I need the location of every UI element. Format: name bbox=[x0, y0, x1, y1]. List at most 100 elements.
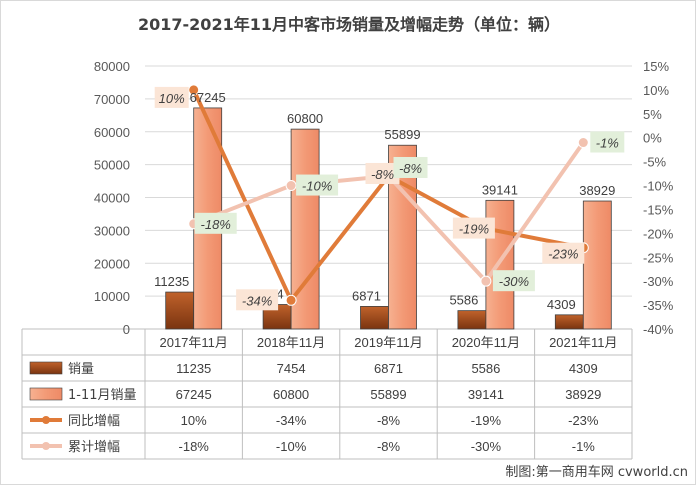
credit-text: 制图:第一商用车网 cvworld.cn bbox=[505, 464, 688, 480]
legend-label: 同比增幅 bbox=[68, 414, 120, 429]
pct-value-label: -8% bbox=[399, 161, 422, 176]
category-label: 2019年11月 bbox=[354, 335, 422, 350]
pct-value-label: 10% bbox=[159, 91, 185, 106]
bar-monthly bbox=[360, 306, 389, 330]
table-cell: -10% bbox=[276, 439, 307, 454]
bar-value-label: 11235 bbox=[154, 274, 189, 289]
legend-label: 累计增幅 bbox=[68, 440, 120, 455]
pct-label-bg bbox=[194, 212, 237, 234]
table-cell: -18% bbox=[179, 439, 210, 454]
bar-value-label: 55899 bbox=[384, 127, 420, 142]
table-cell: -8% bbox=[377, 413, 401, 428]
pct-value-label: -1% bbox=[596, 136, 619, 151]
category-label: 2020年11月 bbox=[452, 335, 520, 350]
table-cell: 6871 bbox=[374, 361, 403, 376]
table-cell: 55899 bbox=[370, 387, 406, 402]
pct-label-bg bbox=[542, 242, 585, 264]
pct-label-bg bbox=[452, 217, 495, 239]
table-cell: 5586 bbox=[471, 361, 500, 376]
pct-label-bg bbox=[590, 131, 625, 153]
y2-tick-label: -40% bbox=[643, 322, 674, 337]
legend-label: 1-11月销量 bbox=[68, 388, 137, 403]
legend-marker bbox=[42, 416, 50, 424]
table-cell: 39141 bbox=[468, 387, 504, 402]
legend-swatch bbox=[29, 387, 63, 401]
legend-marker bbox=[42, 442, 50, 450]
pct-value-label: -8% bbox=[371, 167, 394, 182]
chart-title: 2017-2021年11月中客市场销量及增幅走势（单位：辆） bbox=[138, 15, 560, 34]
y-tick-label: 50000 bbox=[94, 158, 130, 173]
y-tick-label: 60000 bbox=[94, 125, 130, 140]
table-cell: -1% bbox=[572, 439, 596, 454]
table-cell: 60800 bbox=[273, 387, 309, 402]
y2-tick-label: -15% bbox=[643, 202, 674, 217]
pct-label-bg bbox=[492, 270, 535, 292]
y-axis-right: -40% -35% -30% -25% -20% -15% -10% -5% 0% 5% 10% 15… bbox=[643, 59, 674, 337]
y2-tick-label: -30% bbox=[643, 274, 674, 289]
bar-value-label: 39141 bbox=[482, 182, 518, 197]
pct-label-bg bbox=[296, 174, 339, 196]
pct-value-label: -34% bbox=[242, 293, 272, 308]
y-tick-label: 70000 bbox=[94, 92, 130, 107]
bar-value-label: 6871 bbox=[352, 288, 381, 303]
table-cell: -34% bbox=[276, 413, 307, 428]
line-point bbox=[577, 137, 589, 149]
y2-tick-label: -5% bbox=[643, 155, 667, 170]
bar-monthly bbox=[554, 314, 584, 330]
pct-value-label: -19% bbox=[459, 222, 489, 237]
y2-tick-label: 15% bbox=[643, 59, 669, 74]
y-tick-label: 0 bbox=[123, 322, 130, 337]
bar-monthly bbox=[457, 310, 487, 330]
table-cell: -23% bbox=[568, 413, 599, 428]
pct-label-bg bbox=[154, 86, 189, 108]
table-cell: 4309 bbox=[569, 361, 598, 376]
y2-tick-label: -20% bbox=[643, 226, 674, 241]
pct-value-label: -10% bbox=[302, 179, 332, 194]
line-point bbox=[285, 180, 297, 192]
bar-value-label: 5586 bbox=[449, 293, 478, 308]
y-axis-left: 0 10000 20000 30000 40000 50000 60000 70000 8000… bbox=[94, 59, 130, 337]
pct-value-label: -18% bbox=[201, 217, 231, 232]
y-tick-label: 10000 bbox=[94, 289, 130, 304]
y2-tick-label: 5% bbox=[643, 107, 662, 122]
bar-monthly bbox=[165, 291, 195, 330]
category-label: 2021年11月 bbox=[549, 335, 617, 350]
data-labels: 1123574546871558643096724560800558993914… bbox=[154, 86, 625, 312]
y-tick-label: 40000 bbox=[94, 191, 130, 206]
data-table: 2017年11月 2018年11月 2019年11月 2020年11月 2021年11月… bbox=[21, 329, 633, 460]
y-tick-label: 20000 bbox=[94, 256, 130, 271]
line-point bbox=[480, 275, 492, 287]
pct-label-bg bbox=[236, 289, 279, 311]
bar-value-label: 67245 bbox=[190, 90, 226, 105]
y2-tick-label: 10% bbox=[643, 83, 669, 98]
bar-cumulative bbox=[582, 200, 612, 330]
bar-value-label: 60800 bbox=[287, 111, 323, 126]
y2-tick-label: -10% bbox=[643, 179, 674, 194]
pct-value-label: -30% bbox=[499, 274, 529, 289]
category-label: 2017年11月 bbox=[159, 335, 227, 350]
y2-tick-label: 0% bbox=[643, 131, 662, 146]
table-cell: -8% bbox=[377, 439, 401, 454]
table-cell: 11235 bbox=[176, 361, 211, 376]
table-cell: 10% bbox=[181, 413, 207, 428]
y2-tick-label: -35% bbox=[643, 298, 674, 313]
pct-value-label: -23% bbox=[548, 247, 578, 262]
table-cell: 7454 bbox=[277, 361, 306, 376]
table-cell: 67245 bbox=[176, 387, 212, 402]
pct-label-bg bbox=[393, 156, 428, 178]
table-cell: -30% bbox=[471, 439, 502, 454]
y2-tick-label: -25% bbox=[643, 250, 674, 265]
table-cell: -19% bbox=[471, 413, 502, 428]
bar-value-label: 4309 bbox=[547, 297, 576, 312]
legend-swatch bbox=[29, 361, 63, 375]
bar-value-label: 38929 bbox=[579, 183, 615, 198]
y-tick-label: 80000 bbox=[94, 59, 130, 74]
line-point bbox=[285, 294, 297, 306]
y-tick-label: 30000 bbox=[94, 223, 130, 238]
pct-label-bg bbox=[365, 162, 400, 184]
category-label: 2018年11月 bbox=[257, 335, 325, 350]
legend-label: 销量 bbox=[68, 362, 94, 377]
table-cell: 38929 bbox=[565, 387, 601, 402]
